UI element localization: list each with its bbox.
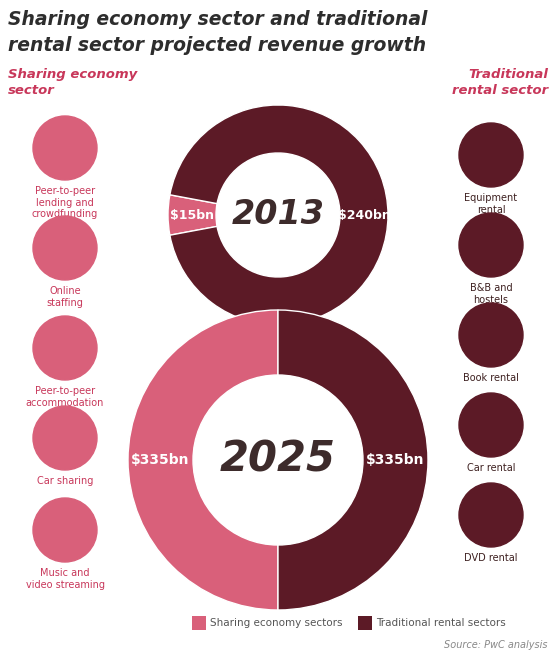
Text: $335bn: $335bn: [366, 453, 425, 467]
Text: Online
staffing: Online staffing: [47, 286, 83, 307]
FancyBboxPatch shape: [192, 616, 206, 630]
Circle shape: [459, 483, 523, 547]
Circle shape: [459, 123, 523, 187]
Text: $15bn: $15bn: [170, 209, 214, 221]
Text: 2025: 2025: [220, 439, 336, 481]
Text: Car rental: Car rental: [466, 463, 515, 473]
FancyBboxPatch shape: [358, 616, 372, 630]
Circle shape: [459, 213, 523, 277]
Wedge shape: [168, 195, 217, 235]
Text: 2013: 2013: [231, 199, 325, 231]
Wedge shape: [170, 105, 388, 325]
Circle shape: [33, 216, 97, 280]
Text: Car sharing: Car sharing: [37, 476, 93, 486]
Text: Equipment
rental: Equipment rental: [464, 193, 518, 215]
Text: $335bn: $335bn: [131, 453, 190, 467]
Text: Traditional rental sectors: Traditional rental sectors: [376, 618, 506, 628]
Text: Sharing economy sectors: Sharing economy sectors: [210, 618, 342, 628]
Text: Sharing economy
sector: Sharing economy sector: [8, 68, 137, 97]
Text: Peer-to-peer
accommodation: Peer-to-peer accommodation: [26, 386, 104, 408]
Circle shape: [33, 498, 97, 562]
Text: rental sector projected revenue growth: rental sector projected revenue growth: [8, 36, 426, 55]
Text: Peer-to-peer
lending and
crowdfunding: Peer-to-peer lending and crowdfunding: [32, 186, 98, 219]
Text: $240bn: $240bn: [337, 209, 390, 221]
Text: B&B and
hostels: B&B and hostels: [470, 283, 512, 305]
Circle shape: [33, 116, 97, 180]
Text: Music and
video streaming: Music and video streaming: [26, 568, 105, 590]
Circle shape: [33, 316, 97, 380]
Text: Source: PwC analysis: Source: PwC analysis: [444, 640, 548, 650]
Wedge shape: [128, 310, 278, 610]
Text: Traditional
rental sector: Traditional rental sector: [452, 68, 548, 97]
Circle shape: [459, 303, 523, 367]
Text: Book rental: Book rental: [463, 373, 519, 383]
Circle shape: [33, 406, 97, 470]
Text: DVD rental: DVD rental: [464, 553, 518, 563]
Text: Sharing economy sector and traditional: Sharing economy sector and traditional: [8, 10, 428, 29]
Circle shape: [459, 393, 523, 457]
Wedge shape: [278, 310, 428, 610]
